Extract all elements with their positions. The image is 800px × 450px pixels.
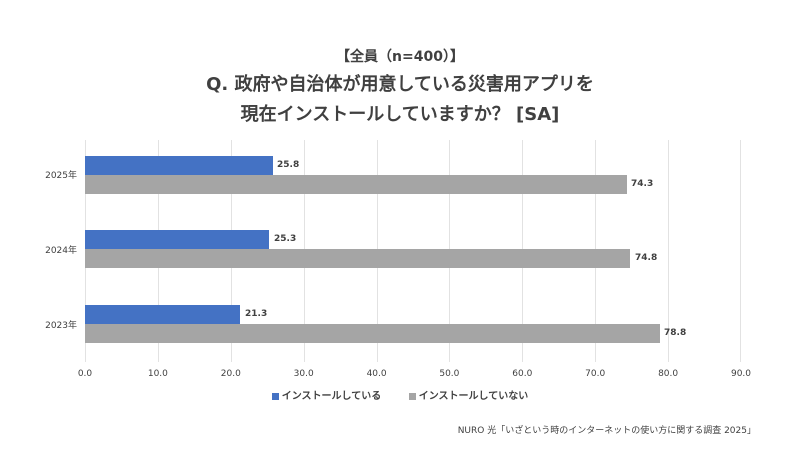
legend-item-not-installed: インストールしていない: [408, 387, 529, 402]
chart-title-line1: Q. 政府や自治体が用意している災害用アプリを: [206, 74, 594, 95]
x-tick: 40.0: [366, 369, 387, 379]
bar-installed-2023: [85, 305, 241, 324]
y-axis-label: 2025年: [45, 171, 77, 181]
x-tick: 30.0: [293, 369, 314, 379]
gridline: [668, 140, 670, 362]
bar-not-installed-2024: [85, 249, 631, 268]
gridline: [740, 140, 741, 362]
x-tick: 0.0: [77, 369, 93, 379]
source-note: NURO 光「いざという時のインターネットの使い方に関する調査 2025」: [457, 426, 756, 436]
bar-installed-2025: [85, 156, 273, 175]
chart-subtitle: 【全員（n=400）】: [336, 49, 464, 65]
value-label: 21.3: [245, 309, 268, 319]
legend-label: インストールしていない: [418, 391, 529, 402]
bar-not-installed-2023: [85, 324, 660, 343]
y-axis-label: 2023年: [45, 321, 77, 331]
legend-item-installed: インストールしている: [271, 387, 382, 402]
value-label: 78.8: [664, 328, 687, 338]
plot-area: 25.8 74.3 25.3 74.8 21.3 78.8: [85, 140, 741, 362]
x-tick: 70.0: [585, 369, 606, 379]
legend-label: インストールしている: [281, 391, 382, 402]
x-tick: 80.0: [658, 369, 679, 379]
x-tick: 50.0: [439, 369, 460, 379]
y-axis-label: 2024年: [45, 246, 77, 256]
x-tick: 90.0: [730, 369, 752, 379]
legend-swatch-gray-icon: [408, 392, 416, 400]
chart-title-line2: 現在インストールしていますか？ [SA]: [240, 104, 560, 125]
value-label: 25.3: [274, 234, 297, 244]
x-tick: 60.0: [512, 369, 533, 379]
value-label: 74.8: [635, 253, 658, 263]
x-tick: 10.0: [147, 369, 168, 379]
x-tick: 20.0: [220, 369, 241, 379]
value-label: 25.8: [277, 160, 300, 170]
legend-swatch-blue-icon: [271, 392, 279, 400]
bar-not-installed-2025: [85, 175, 627, 194]
bar-installed-2024: [85, 230, 270, 249]
legend: インストールしている インストールしていない: [0, 387, 800, 402]
value-label: 74.3: [631, 179, 654, 189]
